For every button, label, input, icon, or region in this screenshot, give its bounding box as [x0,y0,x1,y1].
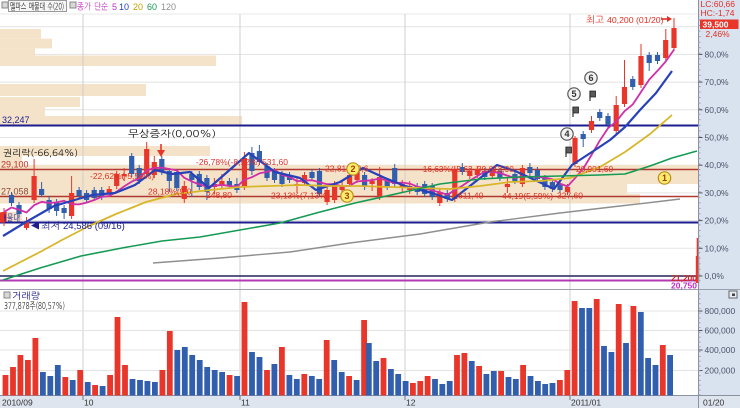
svg-text:28,18%(9,0: 28,18%(9,0 [148,187,192,197]
svg-text:30,0%: 30,0% [705,188,730,198]
svg-text:800,000: 800,000 [705,306,736,316]
svg-text:4: 4 [564,129,569,139]
svg-text:LC:60,66: LC:60,66 [701,0,736,9]
svg-text:80,0%: 80,0% [705,49,730,59]
svg-text:24,586 (09/16): 24,586 (09/16) [63,221,125,232]
svg-text:12: 12 [406,398,416,408]
svg-text:50,0%: 50,0% [705,133,730,143]
svg-text:611,40: 611,40 [458,191,484,201]
svg-text:-16,63%(-5,63: -16,63%(-5,63 [420,164,473,174]
svg-text:400,000: 400,000 [705,345,736,355]
svg-text:2010/09: 2010/09 [2,398,33,408]
svg-text:20,750: 20,750 [671,281,697,291]
svg-text:1: 1 [662,173,667,183]
svg-text:11: 11 [241,398,250,408]
svg-text:27,058: 27,058 [1,187,29,197]
svg-text:10: 10 [84,398,94,408]
svg-text:HC:-1,74: HC:-1,74 [701,8,735,18]
svg-text:39,500: 39,500 [703,20,729,30]
svg-text:60: 60 [147,2,157,12]
svg-text:20,0%: 20,0% [705,216,730,226]
svg-text:2: 2 [350,164,355,174]
svg-text:21,200: 21,200 [671,273,697,283]
svg-text:44,19(5,59%): 44,19(5,59%) [502,191,553,201]
svg-text:2,46%: 2,46% [706,29,731,39]
svg-text:6: 6 [588,73,593,83]
svg-text:3: 3 [344,191,349,201]
svg-text:40,200 (01/20): 40,200 (01/20) [607,15,664,25]
svg-text:2011/01: 2011/01 [571,398,601,408]
svg-text:5: 5 [112,2,117,12]
svg-text:39,613,90: 39,613,90 [477,164,514,174]
svg-text:120: 120 [161,2,176,12]
svg-text:23,13%(7,13%): 23,13%(7,13%) [271,191,330,201]
svg-text:600,000: 600,000 [705,326,736,336]
svg-text:01/20: 01/20 [703,398,725,408]
svg-text:248,80: 248,80 [206,190,232,200]
svg-text:70,0%: 70,0% [705,77,730,87]
svg-text:200,000: 200,000 [705,366,736,376]
svg-text:20: 20 [133,2,143,12]
svg-text:32,247: 32,247 [2,115,30,125]
svg-text:60,0%: 60,0% [705,105,730,115]
svg-text:40,0%: 40,0% [705,160,730,170]
svg-text:327,60: 327,60 [557,191,583,201]
svg-text:10: 10 [119,2,129,12]
svg-text:20,90: 20,90 [576,164,597,174]
svg-text:0,0%: 0,0% [705,271,725,281]
svg-text:-22,62%(-5,59%): -22,62%(-5,59%) [90,171,154,181]
svg-text:5: 5 [571,89,576,99]
svg-text:531,60: 531,60 [262,157,288,167]
svg-text:29,100: 29,100 [1,160,29,170]
svg-text:10,0%: 10,0% [705,243,730,253]
svg-text:1,60: 1,60 [597,164,614,174]
svg-text:-26,78%(-8,52%): -26,78%(-8,52%) [196,157,260,167]
